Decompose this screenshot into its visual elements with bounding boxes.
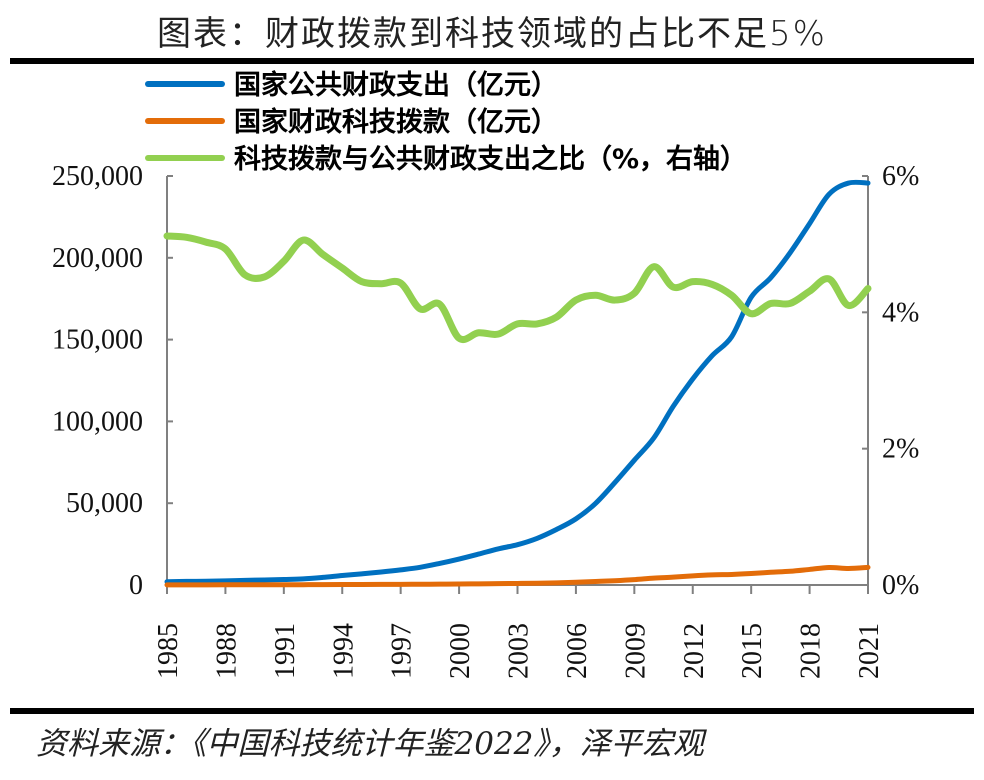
x-tick-label: 2012 bbox=[679, 623, 710, 679]
x-tick-label: 2021 bbox=[854, 623, 885, 679]
y-right-tick-label: 0% bbox=[882, 570, 919, 601]
y-right-tick-label: 4% bbox=[882, 297, 919, 328]
y-left-tick-label: 50,000 bbox=[66, 488, 143, 519]
x-tick-label: 2003 bbox=[504, 623, 535, 679]
y-right-tick-label: 2% bbox=[882, 434, 919, 465]
y-left-tick-label: 250,000 bbox=[52, 161, 143, 192]
x-tick-label: 1985 bbox=[153, 623, 184, 679]
legend-label-0: 国家公共财政支出（亿元） bbox=[234, 69, 558, 101]
y-left-tick-label: 0 bbox=[129, 570, 143, 601]
legend-label-1: 国家财政科技拨款（亿元） bbox=[234, 106, 558, 138]
x-tick-label: 2000 bbox=[445, 623, 476, 679]
x-tick-label: 2006 bbox=[562, 623, 593, 679]
y-right-tick-label: 6% bbox=[882, 161, 919, 192]
chart: 0 50,000 100,000 150,000 200,000 250,000 0% 2% 4… bbox=[52, 69, 919, 679]
y-left-tick-label: 100,000 bbox=[52, 406, 143, 437]
y-left-tick-label: 150,000 bbox=[52, 325, 143, 356]
x-tick-label: 2018 bbox=[796, 623, 827, 679]
series-line-0 bbox=[164, 179, 871, 585]
bottom-rule bbox=[10, 708, 974, 714]
x-tick-label: 1997 bbox=[387, 623, 418, 679]
legend-label-2: 科技拨款与公共财政支出之比（%，右轴） bbox=[234, 143, 747, 175]
source-note: 资料来源：《中国科技统计年鉴2022》，泽平宏观 bbox=[36, 726, 704, 762]
x-tick-label: 1991 bbox=[270, 623, 301, 679]
top-rule bbox=[10, 58, 974, 64]
x-tick-label: 1994 bbox=[328, 623, 359, 679]
x-tick-label: 1988 bbox=[211, 623, 242, 679]
y-left-tick-label: 200,000 bbox=[52, 243, 143, 274]
x-tick-label: 2009 bbox=[620, 623, 651, 679]
x-tick-label: 2015 bbox=[737, 623, 768, 679]
chart-title: 图表：财政拨款到科技领域的占比不足5% bbox=[157, 14, 827, 54]
